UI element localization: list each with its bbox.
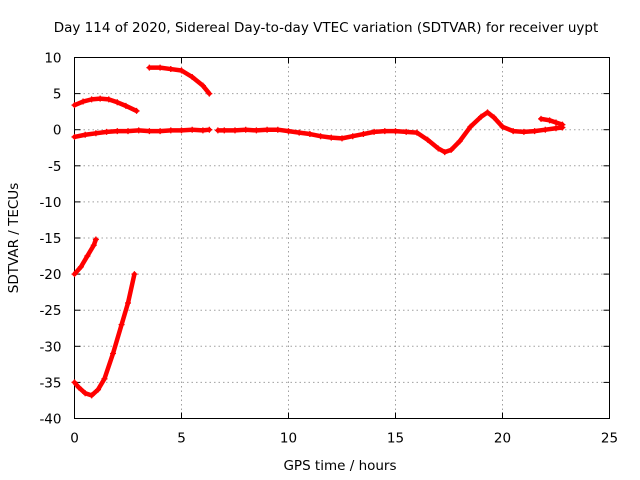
series-segment-late xyxy=(538,115,566,128)
x-tick-label: 5 xyxy=(177,431,186,447)
x-tick-label: 10 xyxy=(280,431,297,447)
x-tick-label: 15 xyxy=(387,431,404,447)
y-tick-label: -30 xyxy=(39,339,61,355)
series-segment-main xyxy=(71,126,213,140)
series-trace xyxy=(123,103,139,114)
series-segment-hump xyxy=(71,95,140,114)
series-trace xyxy=(119,300,131,327)
chart-title: Day 114 of 2020, Sidereal Day-to-day VTE… xyxy=(54,20,599,36)
series-trace xyxy=(200,83,212,96)
series-trace xyxy=(110,322,124,356)
series-trace xyxy=(468,114,484,130)
y-tick-label: 0 xyxy=(53,123,62,139)
series-trace xyxy=(189,74,206,88)
series-trace xyxy=(425,137,441,151)
x-tick-label: 20 xyxy=(494,431,511,447)
data-point xyxy=(206,90,213,97)
series-segment-dip xyxy=(71,271,138,399)
x-tick-label: 25 xyxy=(601,431,618,447)
data-point xyxy=(131,271,138,278)
y-axis-label: SDTVAR / TECUs xyxy=(6,183,22,293)
tick-labels: 0 5 10 15 20 25 -40 -35 -30 -25 -20 -15 -10 -5 0 5 10 xyxy=(39,51,618,447)
y-tick-label: -5 xyxy=(48,159,61,175)
data-point xyxy=(559,121,566,128)
series-segment-high xyxy=(146,64,213,97)
series-trace xyxy=(125,271,137,306)
data-point xyxy=(92,236,99,243)
data-point xyxy=(206,126,213,133)
series-layer xyxy=(71,64,566,399)
tick-marks xyxy=(74,57,610,419)
x-axis-label: GPS time / hours xyxy=(283,458,396,474)
y-tick-label: -40 xyxy=(39,412,61,428)
series-trace xyxy=(457,124,473,144)
y-tick-label: -35 xyxy=(39,375,61,391)
y-tick-label: 5 xyxy=(53,87,62,103)
y-tick-label: -10 xyxy=(39,195,61,211)
x-tick-label: 0 xyxy=(70,431,79,447)
y-tick-label: -25 xyxy=(39,303,61,319)
grid xyxy=(74,57,610,419)
series-trace xyxy=(102,351,116,382)
data-point xyxy=(133,107,140,114)
series-segment-mid xyxy=(214,109,566,156)
y-tick-label: -20 xyxy=(39,267,61,283)
y-tick-label: 10 xyxy=(44,51,61,67)
y-tick-label: -15 xyxy=(39,231,61,247)
series-segment-lower-left xyxy=(71,236,99,278)
